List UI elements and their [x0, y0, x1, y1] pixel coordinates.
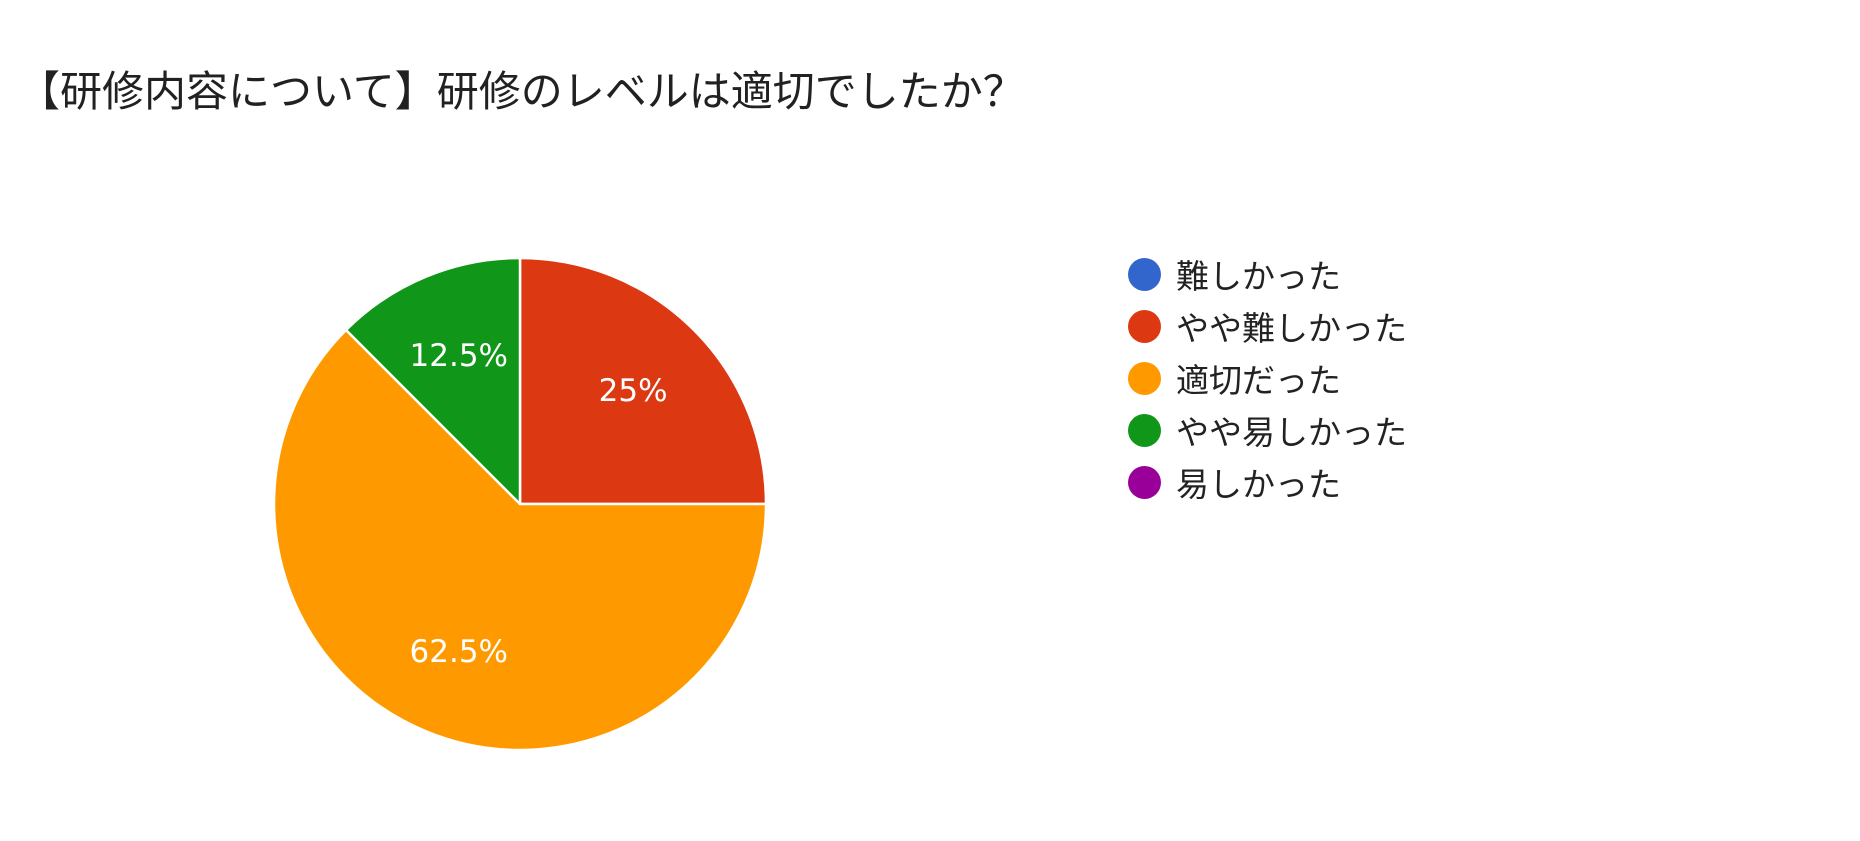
pie-slice-labels: 25% 62.5% 12.5%: [410, 338, 668, 670]
legend-swatch: [1128, 361, 1161, 395]
legend-label: 適切だった: [1176, 361, 1341, 400]
slice-value-label: 62.5%: [410, 634, 508, 670]
legend-item[interactable]: やや難しかった: [1128, 300, 1407, 352]
legend-label: やや難しかった: [1176, 309, 1407, 348]
legend-label: 難しかった: [1176, 257, 1341, 296]
legend: 難しかった やや難しかった 適切だった やや易しかった 易しかった: [1128, 248, 1407, 508]
legend-swatch: [1128, 413, 1161, 447]
pie-slice[interactable]: [344, 256, 522, 506]
pie-slice[interactable]: [518, 256, 768, 506]
pie-slices: [272, 256, 768, 752]
pie-slice[interactable]: [272, 328, 768, 752]
legend-item[interactable]: 適切だった: [1128, 352, 1407, 404]
legend-item[interactable]: やや易しかった: [1128, 404, 1407, 456]
legend-item[interactable]: 難しかった: [1128, 248, 1407, 300]
chart-title: 【研修内容について】研修のレベルは適切でしたか？: [18, 67, 1025, 116]
slice-value-label: 25%: [599, 373, 668, 409]
legend-label: 易しかった: [1176, 465, 1341, 504]
legend-label: やや易しかった: [1176, 413, 1407, 452]
legend-swatch: [1128, 257, 1161, 291]
legend-item[interactable]: 易しかった: [1128, 456, 1407, 508]
slice-value-label: 12.5%: [410, 338, 508, 374]
legend-swatch: [1128, 309, 1161, 343]
legend-swatch: [1128, 465, 1161, 499]
